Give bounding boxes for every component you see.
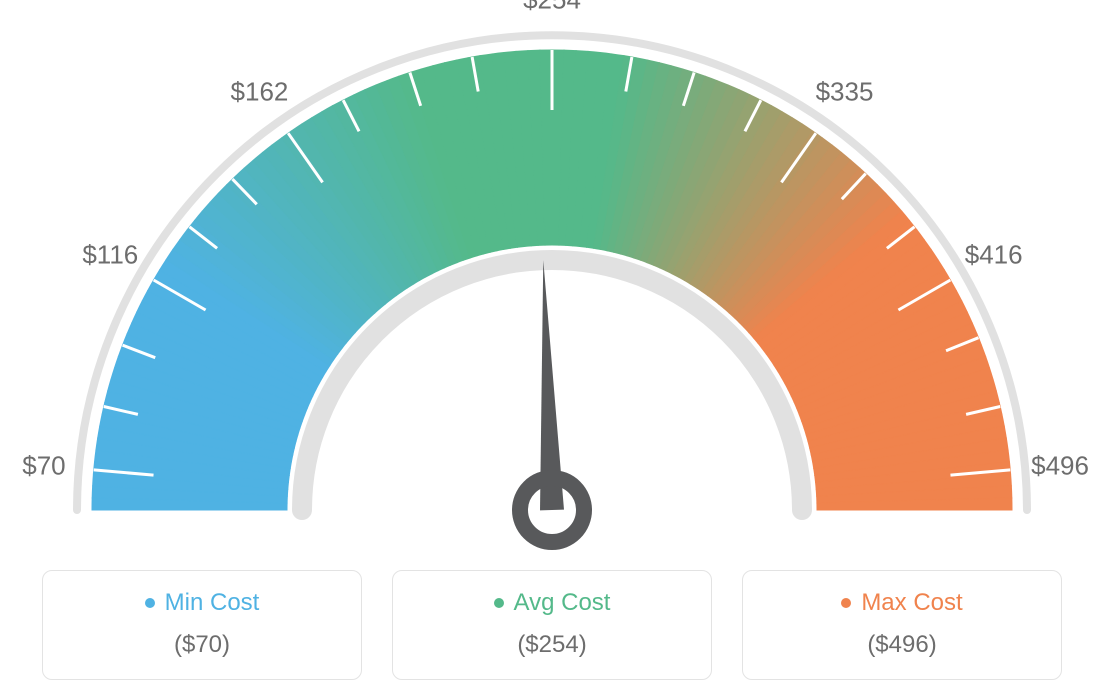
gauge-svg — [0, 0, 1104, 560]
legend-card-avg: Avg Cost ($254) — [392, 570, 712, 680]
gauge-scale-label: $335 — [816, 77, 874, 108]
legend-value-avg: ($254) — [403, 631, 701, 659]
gauge-scale-label: $70 — [22, 450, 65, 481]
legend-dot-avg — [494, 598, 504, 608]
gauge-scale-label: $416 — [965, 240, 1023, 271]
legend-label-min: Min Cost — [165, 589, 260, 617]
gauge-chart: $70 $116 $162 $254 $335 $416 $496 — [0, 0, 1104, 560]
legend-label-avg: Avg Cost — [514, 589, 611, 617]
legend-label-max: Max Cost — [861, 589, 962, 617]
legend-dot-min — [145, 598, 155, 608]
gauge-scale-label: $162 — [231, 77, 289, 108]
legend-value-max: ($496) — [753, 631, 1051, 659]
legend-title-avg: Avg Cost — [494, 589, 611, 617]
legend-card-min: Min Cost ($70) — [42, 570, 362, 680]
legend-card-max: Max Cost ($496) — [742, 570, 1062, 680]
gauge-scale-label: $254 — [523, 0, 581, 16]
legend-title-min: Min Cost — [145, 589, 260, 617]
legend-value-min: ($70) — [53, 631, 351, 659]
legend-dot-max — [841, 598, 851, 608]
legend-row: Min Cost ($70) Avg Cost ($254) Max Cost … — [0, 570, 1104, 680]
gauge-scale-label: $116 — [82, 240, 138, 271]
legend-title-max: Max Cost — [841, 589, 962, 617]
gauge-scale-label: $496 — [1031, 450, 1089, 481]
